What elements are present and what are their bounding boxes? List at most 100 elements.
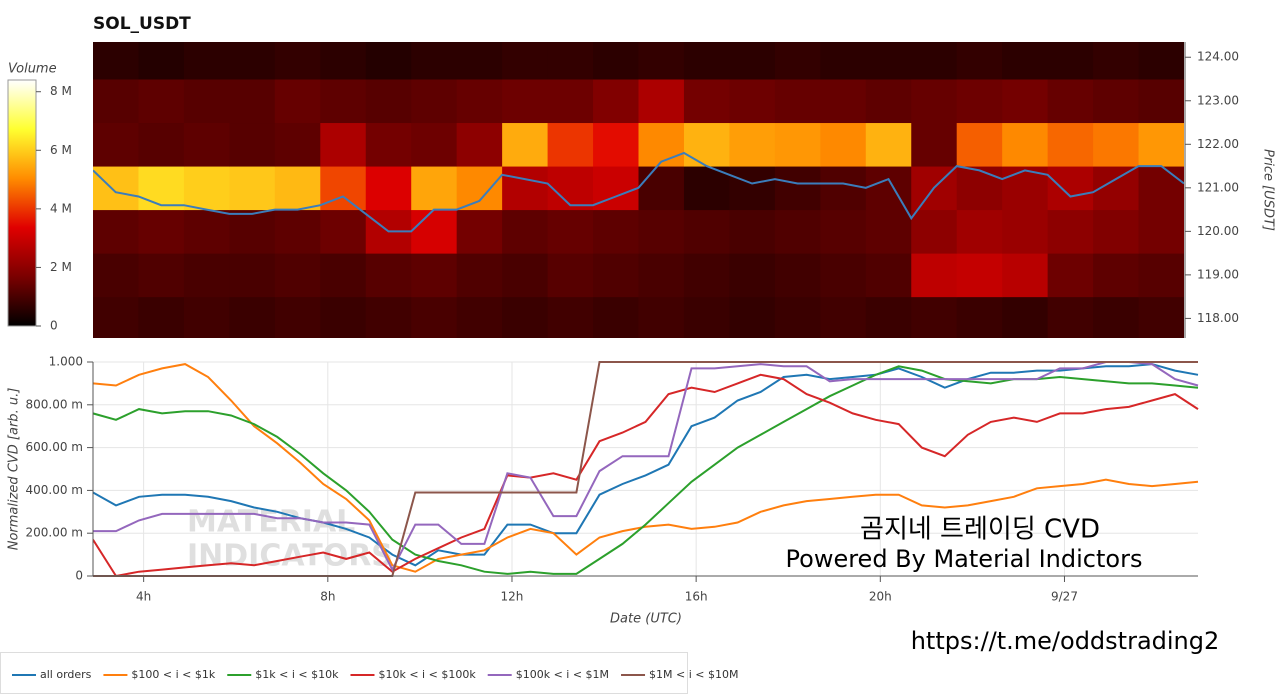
price-line (93, 151, 1184, 233)
heatmap-cell (593, 296, 639, 338)
heatmap-cell (683, 42, 730, 80)
heatmap-cell (1093, 122, 1140, 167)
heatmap-cell (502, 122, 549, 167)
heatmap-cell (365, 42, 412, 80)
cvd-line (93, 373, 1199, 577)
heatmap-cell (1138, 79, 1184, 124)
heatmap-cell (1138, 209, 1184, 254)
heatmap-cell (865, 296, 912, 338)
colorbar (7, 79, 37, 327)
heatmap-cell (911, 42, 958, 80)
colorbar-tick-label: 8 M (50, 84, 72, 98)
y-tick-label: 200.00 m (26, 526, 84, 540)
annotation: Powered By Material Indictors (786, 545, 1143, 573)
heatmap-cell (729, 79, 776, 124)
heatmap-cell (1093, 296, 1140, 338)
heatmap-cell (411, 79, 458, 124)
legend-label: $1M < i < $10M (649, 668, 738, 681)
heatmap-cell (229, 166, 276, 211)
heatmap-cell (183, 42, 230, 80)
heatmap-cell (138, 296, 185, 338)
heatmap-cell (774, 166, 821, 211)
heatmap-cell (183, 122, 230, 167)
heatmap-cell (911, 209, 958, 254)
heatmap-cell (593, 209, 639, 254)
heatmap-cell (638, 122, 685, 167)
heatmap-cell (274, 122, 321, 167)
heatmap-cell (93, 209, 139, 254)
heatmap-cell (1093, 253, 1140, 298)
heatmap-cell (547, 296, 594, 338)
y-tick-label: 600.00 m (26, 440, 84, 454)
colorbar-tick-label: 2 M (50, 260, 72, 274)
heatmap-cell (911, 253, 958, 298)
heatmap-cell (1002, 122, 1049, 167)
legend-label: $10k < i < $100k (378, 668, 476, 681)
heatmap-cell (411, 42, 458, 80)
heatmap-cell (183, 166, 230, 211)
heatmap-cell (1093, 79, 1140, 124)
heatmap-cell (411, 296, 458, 338)
heatmap-cell (774, 42, 821, 80)
heatmap-cell (956, 209, 1003, 254)
colorbar-tick-label: 0 (50, 319, 58, 333)
heatmap-cell (502, 79, 549, 124)
heatmap-cell (729, 296, 776, 338)
heatmap-cell (411, 209, 458, 254)
heatmap-cell (138, 209, 185, 254)
x-tick-label: 9/27 (1051, 590, 1078, 604)
heatmap-cell (183, 209, 230, 254)
colorbar-label: Volume (8, 62, 57, 77)
heatmap-cell (183, 253, 230, 298)
heatmap-cell (638, 209, 685, 254)
heatmap-cell (138, 166, 185, 211)
heatmap-cell (320, 79, 367, 124)
heatmap-cell (1093, 42, 1140, 80)
heatmap-cell (547, 166, 594, 211)
heatmap-cell (820, 122, 867, 167)
heatmap-cell (1138, 253, 1184, 298)
heatmap-cell (729, 122, 776, 167)
heatmap-cell (1047, 209, 1094, 254)
heatmap-cell (593, 253, 639, 298)
heatmap-cell (593, 122, 639, 167)
heatmap-cell (93, 122, 139, 167)
lines (93, 361, 1199, 577)
heatmap-cell (502, 296, 549, 338)
heatmap-cell (1138, 42, 1184, 80)
heatmap-cell (1047, 122, 1094, 167)
heatmap-cell (956, 122, 1003, 167)
heatmap-cell (456, 122, 503, 167)
heatmap-cell (956, 79, 1003, 124)
heatmap-cell (183, 296, 230, 338)
heatmap-cell (138, 79, 185, 124)
y-tick-label: 118.00 (1197, 311, 1239, 325)
heatmap-cell (865, 209, 912, 254)
heatmap-cell (1047, 253, 1094, 298)
heatmap-cell (274, 253, 321, 298)
heatmap-cell (683, 166, 730, 211)
heatmap-cell (138, 253, 185, 298)
heatmap-cell (138, 42, 185, 80)
heatmap-cell (502, 42, 549, 80)
heatmap-cell (274, 79, 321, 124)
heatmap-cell (729, 166, 776, 211)
heatmap-cell (411, 253, 458, 298)
heatmap-cell (229, 79, 276, 124)
heatmap-cell (911, 296, 958, 338)
cvd-line (93, 363, 1199, 567)
heatmap-cell (865, 122, 912, 167)
heatmap-cell (138, 122, 185, 167)
chart-title: SOL_USDT (93, 14, 191, 34)
y-tick-label: 1.000 (49, 355, 83, 369)
y-tick-label: 123.00 (1197, 93, 1239, 107)
heatmap-cell (365, 296, 412, 338)
watermark: INDICATORS (187, 539, 393, 574)
heatmap-cell (1002, 79, 1049, 124)
colorbar-tick-label: 6 M (50, 143, 72, 157)
y-tick-label: 121.00 (1197, 180, 1239, 194)
heatmap-cell (274, 166, 321, 211)
x-axis-label: Date (UTC) (610, 612, 682, 627)
heatmap-cell (365, 122, 412, 167)
